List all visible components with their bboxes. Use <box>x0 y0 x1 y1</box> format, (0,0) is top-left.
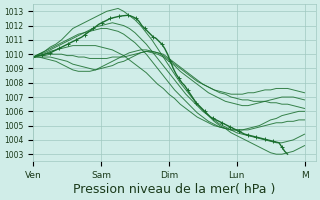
X-axis label: Pression niveau de la mer( hPa ): Pression niveau de la mer( hPa ) <box>73 183 276 196</box>
